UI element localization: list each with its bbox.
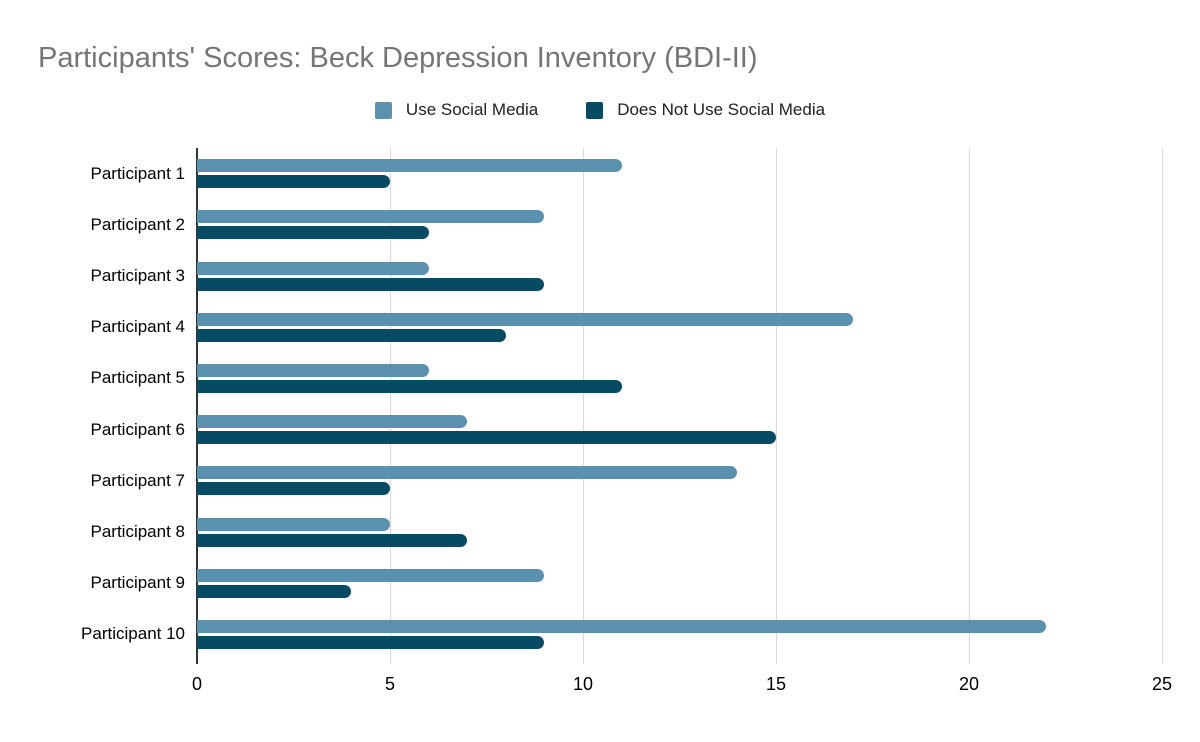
bar-use-social-media [197,517,390,531]
legend-label: Does Not Use Social Media [617,100,826,119]
bar-use-social-media [197,210,545,224]
y-axis-line [196,148,198,664]
gridline [583,148,584,664]
bar-use-social-media [197,312,854,326]
x-tick-label: 10 [572,674,594,694]
x-tick-label: 0 [191,674,202,694]
category-label: Participant 8 [90,522,186,542]
category-label: Participant 3 [90,266,186,285]
category-label: Participant 2 [90,214,186,234]
x-tick-label: 20 [958,674,980,694]
bar-does-not-use-social-media [197,533,468,547]
bar-does-not-use-social-media [197,584,352,598]
gridline [390,148,391,664]
bar-use-social-media [197,261,429,275]
category-label: Participant 4 [90,317,186,337]
bar-does-not-use-social-media [197,482,390,496]
chart-row: Participant 6 [91,404,1162,455]
chart-row: Participant 1 [91,148,1162,199]
x-tick-label: 25 [1151,674,1173,694]
bar-use-social-media [197,159,622,173]
category-label: Participant 1 [90,163,186,183]
plot-area: Participant 1 Participant 2 Participant 3 P… [81,148,1163,664]
bar-does-not-use-social-media [197,175,390,189]
x-axis: 0 5 10 15 20 25 [192,674,1172,700]
chart-row: Participant 3 [91,250,1162,301]
bar-does-not-use-social-media [197,379,622,393]
chart-row: Participant 10 [81,609,1162,660]
category-label: Participant 5 [90,368,186,388]
legend: Use Social Media Does Not Use Social Medi… [0,100,1200,120]
chart-row: Participant 9 [91,558,1162,609]
category-label: Participant 9 [90,573,186,593]
x-tick-label: 15 [765,674,787,694]
category-label: Participant 10 [81,624,185,644]
legend-swatch-use-social-media [374,101,392,119]
bar-use-social-media [197,363,429,377]
bar-does-not-use-social-media [197,431,776,445]
gridline [1162,148,1163,664]
bar-does-not-use-social-media [197,328,506,342]
chart-row: Participant 8 [91,506,1162,557]
chart-row: Participant 7 [91,455,1162,506]
bar-use-social-media [197,466,738,480]
legend-label: Use Social Media [405,100,539,119]
bar-does-not-use-social-media [197,635,545,649]
gridline [969,148,970,664]
chart-title: Participants' Scores: Beck Depression In… [38,42,758,74]
category-label: Participant 6 [90,419,186,439]
gridline [776,148,777,664]
legend-item-use-social-media: Use Social Media [374,100,539,120]
bar-use-social-media [197,568,545,582]
bar-use-social-media [197,415,468,429]
chart-rows: Participant 1 Participant 2 Participant 3 P… [81,148,1162,660]
chart-row: Participant 5 [91,353,1162,404]
legend-swatch-does-not-use-social-media [586,101,604,119]
bar-use-social-media [197,619,1047,633]
bar-does-not-use-social-media [197,277,545,291]
chart-row: Participant 4 [91,302,1162,353]
chart-row: Participant 2 [91,199,1162,250]
bar-does-not-use-social-media [197,226,429,240]
category-label: Participant 7 [90,470,186,490]
x-tick-label: 5 [384,674,395,694]
legend-item-does-not-use-social-media: Does Not Use Social Media [586,100,825,120]
